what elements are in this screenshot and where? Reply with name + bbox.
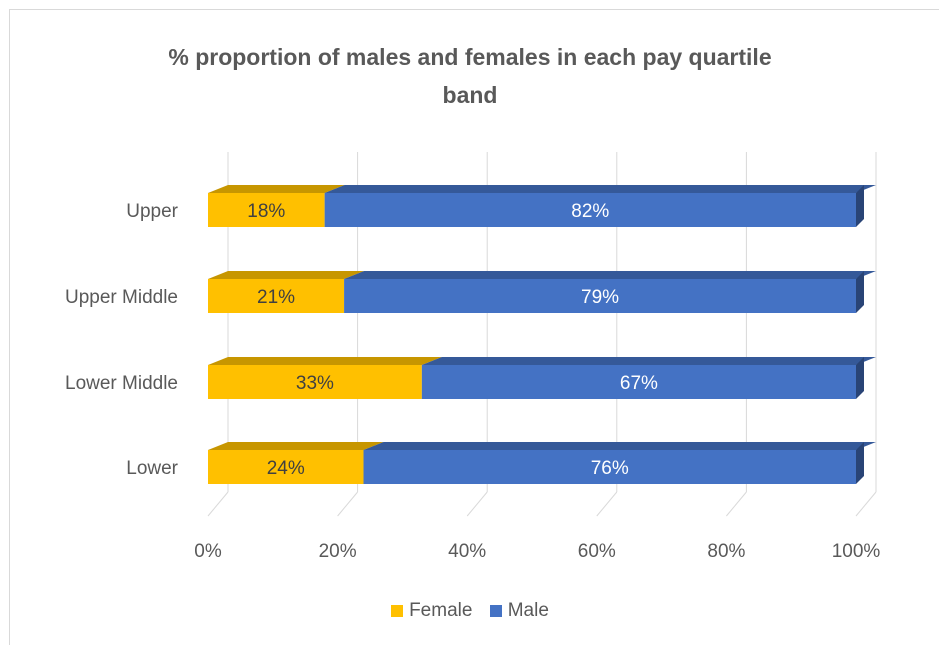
legend: Female Male: [0, 600, 940, 623]
bar-male: [344, 279, 856, 313]
bar-female: [208, 193, 325, 227]
bar-side-male: [856, 357, 864, 399]
bar-side-male: [856, 442, 864, 484]
bar-female: [208, 279, 345, 313]
legend-swatch-male: [489, 605, 502, 617]
data-label: 21%: [257, 287, 295, 308]
bar-side-male: [856, 185, 864, 227]
gridline-floor: [337, 491, 358, 517]
gridline-floor: [596, 491, 618, 517]
category-label: Lower: [126, 458, 178, 479]
legend-label-male: Male: [507, 600, 549, 621]
gridline-floor: [855, 491, 877, 517]
bar-top-male: [344, 271, 877, 279]
bar-top-male: [421, 357, 876, 365]
data-label: 79%: [581, 287, 619, 308]
bar-female: [208, 450, 364, 484]
x-tick-label: 80%: [707, 541, 745, 562]
data-label: 24%: [267, 458, 305, 479]
legend-swatch-female: [391, 605, 404, 617]
data-label: 67%: [620, 373, 658, 394]
x-tick-label: 0%: [194, 541, 222, 562]
bar-male: [421, 365, 856, 399]
chart-title: % proportion of males and females in eac…: [168, 44, 772, 70]
bar-male: [363, 450, 856, 484]
bar-top-female: [208, 271, 365, 279]
category-label: Upper Middle: [65, 287, 178, 308]
bar-top-female: [208, 185, 345, 193]
data-label: 82%: [571, 201, 609, 222]
x-tick-label: 100%: [832, 541, 881, 562]
bar-top-female: [208, 442, 384, 450]
chart-title-line2: band: [442, 82, 498, 108]
bar-top-male: [324, 185, 876, 193]
legend-item-male: Male: [489, 600, 549, 622]
legend-item-female: Female: [391, 600, 472, 622]
bar-male: [324, 193, 856, 227]
gridline-floor: [207, 491, 229, 517]
category-label: Lower Middle: [65, 373, 178, 394]
category-label: Upper: [126, 201, 178, 222]
gridline-floor: [726, 491, 747, 517]
x-tick-label: 60%: [578, 541, 616, 562]
data-label: 18%: [247, 201, 285, 222]
data-label: 76%: [591, 458, 629, 479]
bar-top-male: [363, 442, 876, 450]
chart-frame: [9, 9, 939, 645]
gridline-floor: [466, 491, 488, 517]
bar-top-female: [208, 357, 442, 365]
legend-label-female: Female: [409, 600, 473, 621]
bar-side-male: [856, 271, 864, 313]
x-tick-label: 40%: [448, 541, 486, 562]
data-label: 33%: [296, 373, 334, 394]
bar-female: [208, 365, 422, 399]
x-tick-label: 20%: [319, 541, 357, 562]
